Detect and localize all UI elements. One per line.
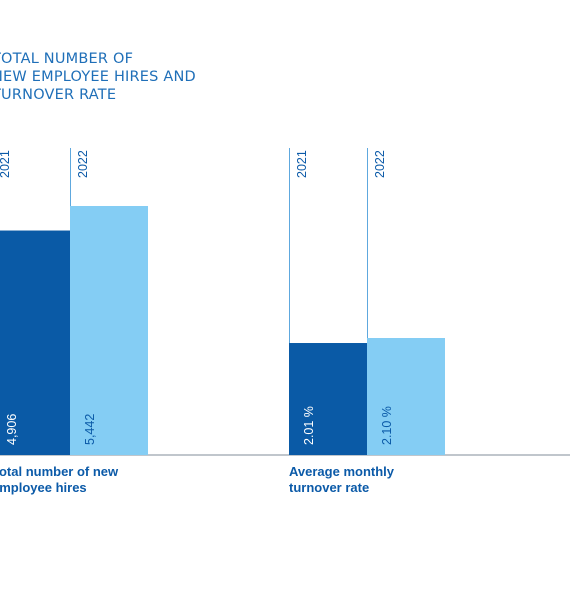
category-label-1-line-1: Total number of new (0, 464, 119, 479)
category-label-2-line-1: Average monthly (289, 464, 395, 479)
year-label-2-2022: 2022 (373, 150, 387, 178)
value-label-1-2022: 5,442 (83, 414, 97, 445)
bar-1-2021 (0, 230, 70, 455)
chart-title-line-2: NEW EMPLOYEE HIRES AND (0, 69, 196, 85)
chart-title: TOTAL NUMBER OF NEW EMPLOYEE HIRES AND T… (0, 50, 292, 104)
bar-2-2022 (367, 338, 445, 455)
value-label-2-2021: 2.01 % (302, 406, 316, 445)
year-label-1-2021: 2021 (0, 150, 12, 178)
bar-1-2022 (70, 206, 148, 455)
chart-title-line-3: TURNOVER RATE (0, 87, 117, 103)
chart-title-line-1: TOTAL NUMBER OF (0, 51, 134, 67)
category-label-2-line-2: turnover rate (289, 480, 369, 495)
year-label-1-2022: 2022 (76, 150, 90, 178)
value-label-1-2021: 4,906 (5, 414, 19, 445)
bar-2-2021 (289, 343, 367, 455)
value-label-2-2022: 2.10 % (380, 406, 394, 445)
year-label-2-2021: 2021 (295, 150, 309, 178)
category-label-1-line-2: employee hires (0, 480, 87, 495)
